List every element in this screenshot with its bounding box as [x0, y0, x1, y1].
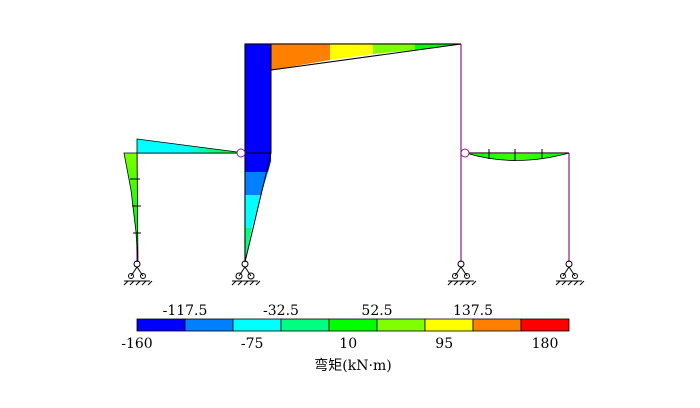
legend-top-label: -117.5 — [163, 303, 208, 319]
legend-swatch — [520, 318, 570, 332]
hinges — [236, 148, 470, 158]
legend-bottom-label: -75 — [241, 336, 264, 352]
top-beam-moment-seg3 — [373, 44, 415, 54]
color-legend: -117.5 -32.5 52.5 137.5 -160 -75 10 95 180 弯矩(k… — [121, 303, 570, 374]
diagram-ticks — [130, 149, 543, 234]
hinge-left-joint — [236, 148, 246, 158]
legend-bottom-label: 95 — [435, 336, 453, 352]
support-right-b — [555, 260, 585, 286]
legend-top-ticks: -117.5 -32.5 52.5 137.5 — [163, 303, 493, 319]
center-column-moment-upper — [245, 44, 271, 161]
legend-swatch — [232, 318, 282, 332]
top-beam-moment-outline — [270, 43, 462, 71]
legend-bottom-label: -160 — [121, 336, 152, 352]
legend-swatch — [136, 318, 186, 332]
legend-swatch — [184, 318, 234, 332]
legend-swatch — [280, 318, 330, 332]
right-beam-moment — [465, 152, 570, 161]
hinge-right-joint — [460, 148, 470, 158]
legend-bottom-label: 10 — [339, 336, 357, 352]
center-column-moment-seg2 — [245, 172, 268, 195]
support-right-a — [447, 260, 477, 286]
left-column-moment — [123, 152, 139, 263]
legend-swatch — [472, 318, 522, 332]
support-center — [231, 260, 261, 286]
legend-top-label: 52.5 — [361, 303, 392, 319]
legend-swatch — [328, 318, 378, 332]
left-beam-moment — [136, 138, 246, 154]
legend-swatch — [424, 318, 474, 332]
top-beam-moment-seg2 — [330, 44, 373, 60]
moment-fills — [123, 43, 570, 263]
center-column-moment-seg1 — [245, 161, 271, 172]
legend-title: 弯矩(kN·m) — [314, 357, 391, 374]
center-column-moment-seg3 — [245, 195, 261, 228]
legend-top-label: -32.5 — [263, 303, 299, 319]
legend-top-label: 137.5 — [453, 303, 493, 319]
legend-bottom-label: 180 — [532, 336, 559, 352]
legend-color-bar — [136, 318, 570, 332]
legend-bottom-ticks: -160 -75 10 95 180 — [121, 336, 558, 352]
legend-swatch — [376, 318, 426, 332]
support-left — [123, 260, 153, 286]
top-beam-moment-seg1 — [271, 44, 330, 70]
